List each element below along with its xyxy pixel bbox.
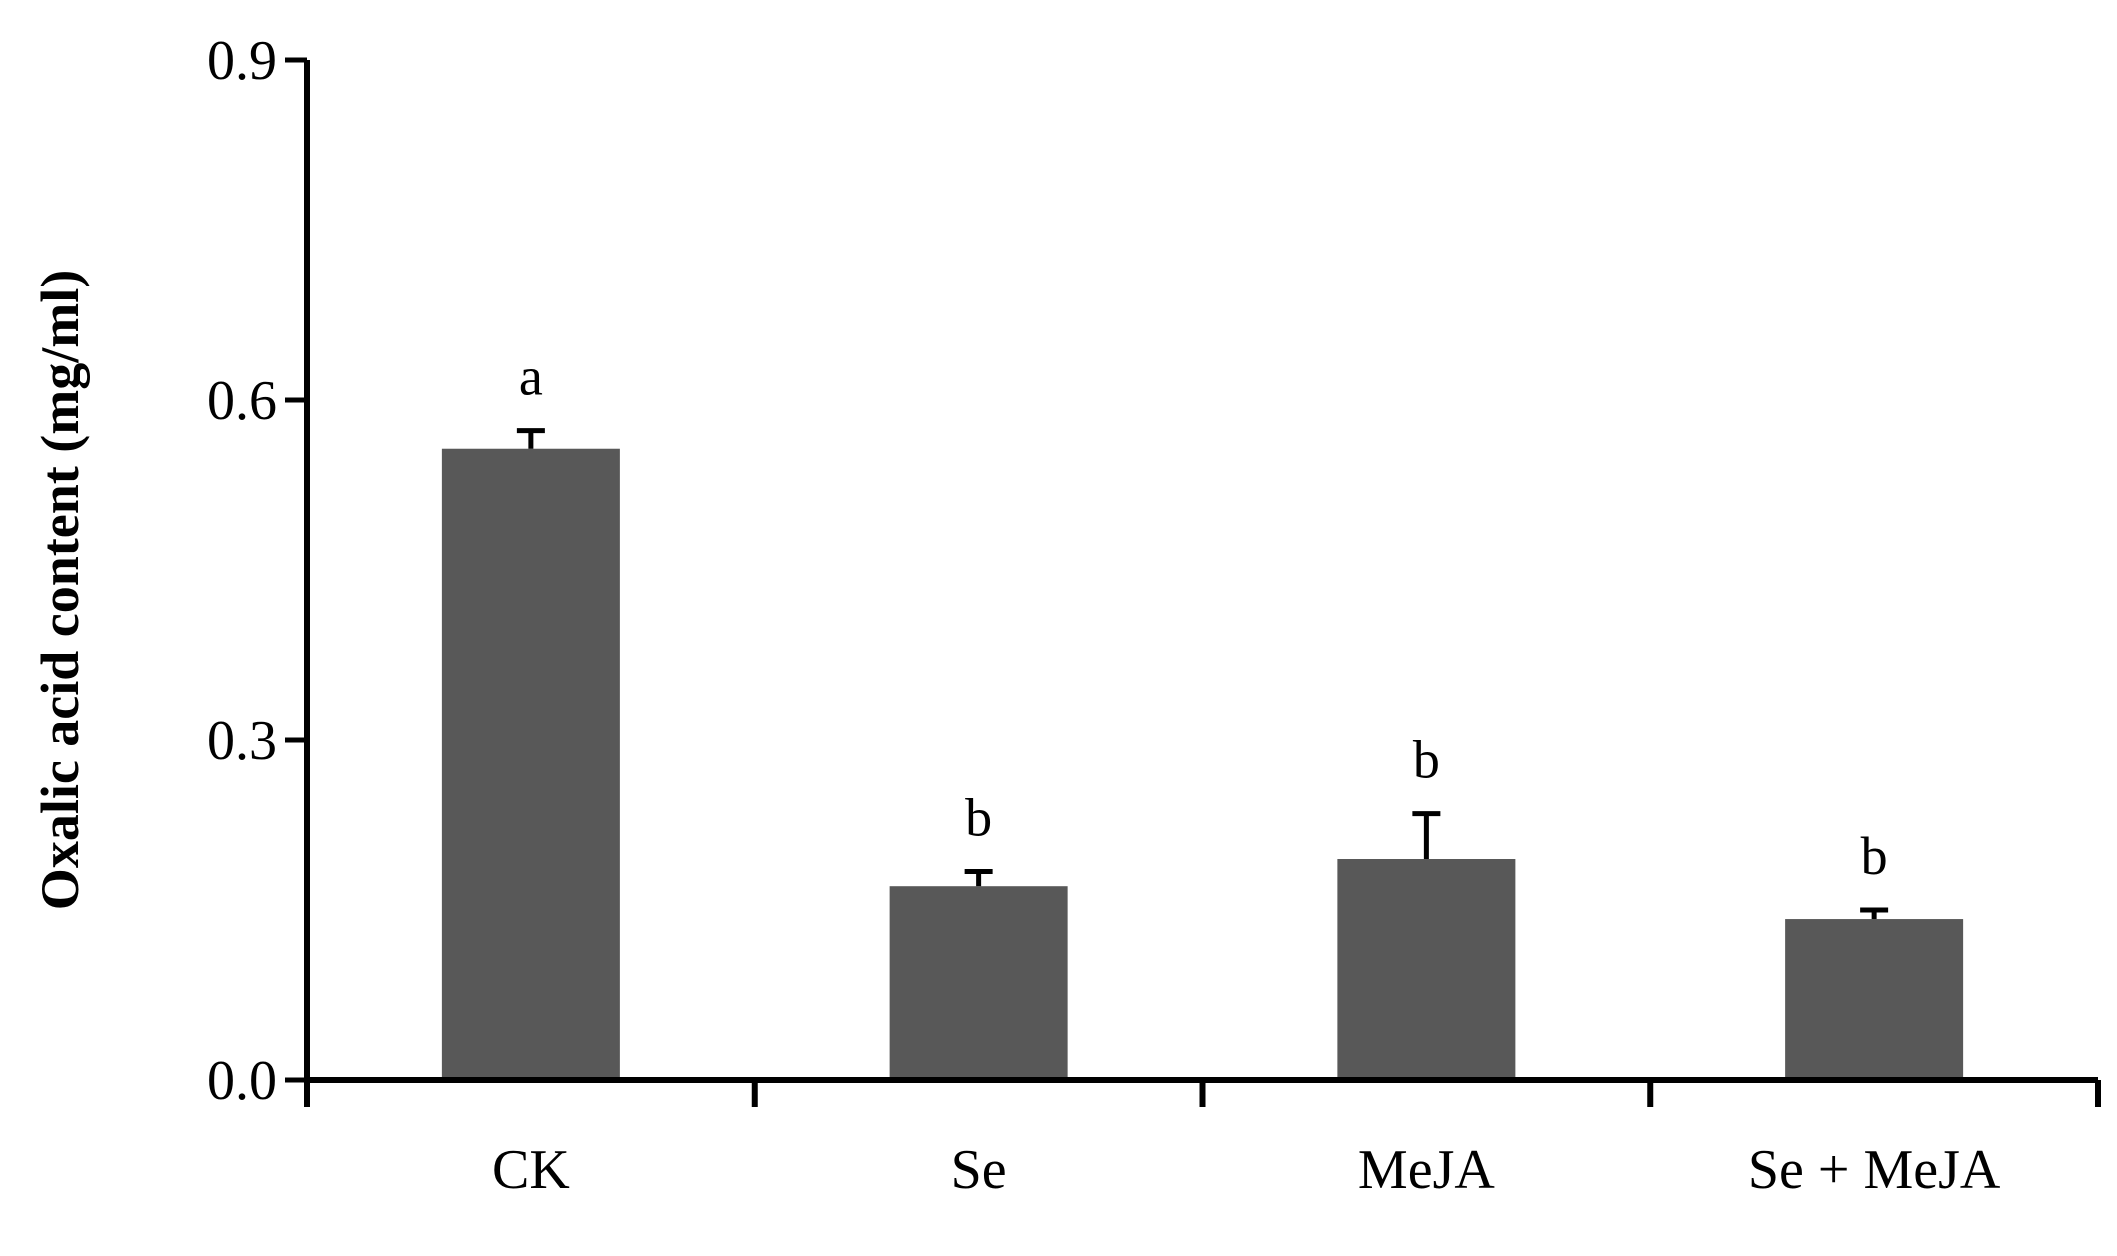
x-tick-label: CK [492, 1139, 570, 1201]
x-tick-label: MeJA [1358, 1139, 1495, 1201]
bar-ck [441, 448, 620, 1080]
axes-layer: CK Se MeJA Se + MeJA 0.0 0.3 0.6 0.9 [207, 30, 2101, 1201]
bars-layer: a b b b [441, 347, 1964, 1080]
bar-se [889, 886, 1068, 1080]
x-tick-label: Se [951, 1139, 1007, 1201]
y-tick-label: 0.3 [207, 710, 277, 772]
significance-label: b [1861, 826, 1888, 886]
y-tick-label: 0.0 [207, 1050, 277, 1112]
y-tick-label: 0.6 [207, 370, 277, 432]
x-tick-label: Se + MeJA [1748, 1139, 2001, 1201]
significance-label: a [519, 347, 543, 407]
significance-label: b [1413, 730, 1440, 790]
y-axis-title: Oxalic acid content (mg/ml) [30, 270, 90, 910]
significance-label: b [965, 787, 992, 847]
y-tick-label: 0.9 [207, 30, 277, 92]
bar-meja [1337, 859, 1516, 1080]
bar-se-meja [1785, 919, 1964, 1080]
